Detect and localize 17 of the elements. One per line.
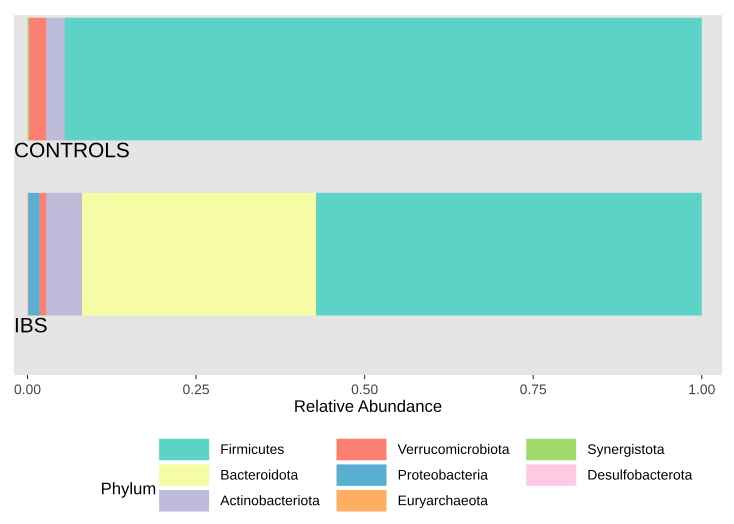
legend-label: Verrucomicrobiota [398,444,510,454]
x-tick-label: 1.00 [689,384,715,394]
legend-label: Proteobacteria [398,469,488,480]
legend-title: Phylum [102,482,156,498]
legend-label: Actinobacteriota [220,495,320,506]
legend-label: Desulfobacterota [588,469,692,480]
x-tick-label: 0.00 [14,384,40,394]
x-axis-title: Relative Abundance [295,400,442,412]
legend-label: Bacteroidota [221,469,298,480]
legend-label: Firmicutes [221,444,284,454]
y-tick-label: IBS [16,318,47,333]
x-tick-label: 0.50 [352,384,378,394]
x-tick-label: 0.25 [183,384,209,394]
legend-label: Euryarchaeota [398,495,488,508]
x-tick-label: 0.75 [520,384,546,394]
y-tick-label: CONTROLS [15,142,129,158]
legend-label: Synergistota [588,444,665,457]
